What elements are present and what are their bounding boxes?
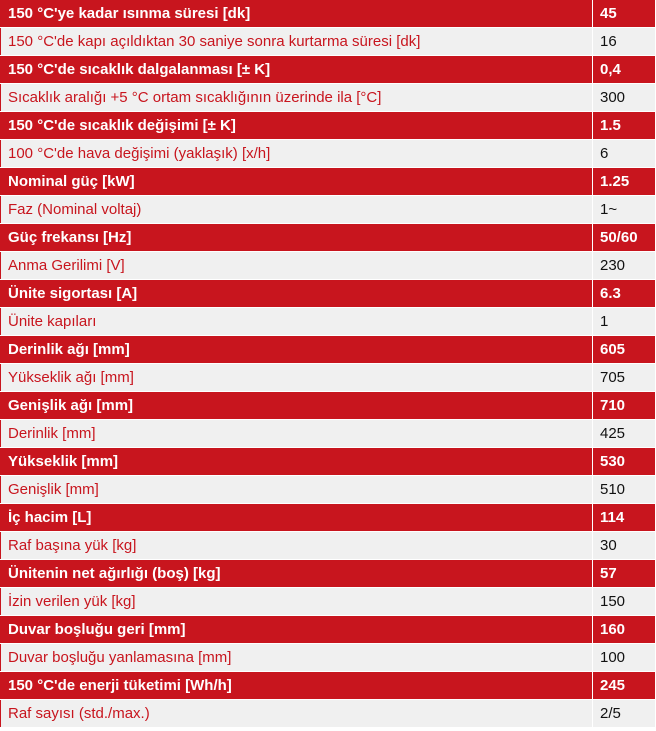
spec-value: 1.5: [592, 111, 656, 140]
spec-value: 300: [592, 83, 656, 112]
spec-value: 1: [592, 307, 656, 336]
spec-row-net-height: Yükseklik ağı [mm] 705: [0, 363, 656, 392]
spec-label: 150 °C'ye kadar ısınma süresi [dk]: [0, 0, 593, 28]
spec-row-wall-clearance-rear: Duvar boşluğu geri [mm] 160: [0, 615, 656, 644]
spec-row-warmup-time: 150 °C'ye kadar ısınma süresi [dk] 45: [0, 0, 656, 28]
spec-label: Anma Gerilimi [V]: [0, 251, 593, 280]
spec-row-wall-clearance-side: Duvar boşluğu yanlamasına [mm] 100: [0, 643, 656, 672]
spec-row-load-per-shelf: Raf başına yük [kg] 30: [0, 531, 656, 560]
spec-label: Duvar boşluğu geri [mm]: [0, 615, 593, 644]
spec-value: 6.3: [592, 279, 656, 308]
spec-value: 100: [592, 643, 656, 672]
spec-label: Raf sayısı (std./max.): [0, 699, 593, 728]
spec-value: 425: [592, 419, 656, 448]
spec-label: Faz (Nominal voltaj): [0, 195, 593, 224]
spec-label: Derinlik [mm]: [0, 419, 593, 448]
spec-value: 1.25: [592, 167, 656, 196]
spec-label: Genişlik ağı [mm]: [0, 391, 593, 420]
spec-row-nominal-power: Nominal güç [kW] 1.25: [0, 167, 656, 196]
spec-label: Derinlik ağı [mm]: [0, 335, 593, 364]
spec-row-energy-consumption: 150 °C'de enerji tüketimi [Wh/h] 245: [0, 671, 656, 700]
spec-row-net-width: Genişlik ağı [mm] 710: [0, 391, 656, 420]
spec-value: 150: [592, 587, 656, 616]
spec-value: 705: [592, 363, 656, 392]
spec-label: 150 °C'de kapı açıldıktan 30 saniye sonr…: [0, 27, 593, 56]
spec-row-net-weight: Ünitenin net ağırlığı (boş) [kg] 57: [0, 559, 656, 588]
spec-row-temperature-variation: 150 °C'de sıcaklık değişimi [± K] 1.5: [0, 111, 656, 140]
spec-label: 100 °C'de hava değişimi (yaklaşık) [x/h]: [0, 139, 593, 168]
spec-label: Yükseklik [mm]: [0, 447, 593, 476]
spec-label: Genişlik [mm]: [0, 475, 593, 504]
spec-row-air-exchange: 100 °C'de hava değişimi (yaklaşık) [x/h]…: [0, 139, 656, 168]
spec-label: Duvar boşluğu yanlamasına [mm]: [0, 643, 593, 672]
spec-row-rated-voltage: Anma Gerilimi [V] 230: [0, 251, 656, 280]
spec-row-depth: Derinlik [mm] 425: [0, 419, 656, 448]
spec-label: İç hacim [L]: [0, 503, 593, 532]
spec-row-unit-doors: Ünite kapıları 1: [0, 307, 656, 336]
spec-value: 114: [592, 503, 656, 532]
spec-label: İzin verilen yük [kg]: [0, 587, 593, 616]
spec-label: Ünitenin net ağırlığı (boş) [kg]: [0, 559, 593, 588]
spec-value: 605: [592, 335, 656, 364]
spec-label: 150 °C'de sıcaklık dalgalanması [± K]: [0, 55, 593, 84]
spec-row-temperature-range: Sıcaklık aralığı +5 °C ortam sıcaklığını…: [0, 83, 656, 112]
spec-row-width: Genişlik [mm] 510: [0, 475, 656, 504]
spec-row-power-frequency: Güç frekansı [Hz] 50/60: [0, 223, 656, 252]
spec-label: 150 °C'de sıcaklık değişimi [± K]: [0, 111, 593, 140]
spec-value: 160: [592, 615, 656, 644]
spec-value: 57: [592, 559, 656, 588]
spec-value: 245: [592, 671, 656, 700]
spec-label: Nominal güç [kW]: [0, 167, 593, 196]
spec-label: Yükseklik ağı [mm]: [0, 363, 593, 392]
spec-label: Ünite kapıları: [0, 307, 593, 336]
spec-row-internal-volume: İç hacim [L] 114: [0, 503, 656, 532]
spec-value: 2/5: [592, 699, 656, 728]
spec-row-shelf-count: Raf sayısı (std./max.) 2/5: [0, 699, 656, 728]
spec-row-unit-fuse: Ünite sigortası [A] 6.3: [0, 279, 656, 308]
spec-label: 150 °C'de enerji tüketimi [Wh/h]: [0, 671, 593, 700]
spec-label: Sıcaklık aralığı +5 °C ortam sıcaklığını…: [0, 83, 593, 112]
spec-row-height: Yükseklik [mm] 530: [0, 447, 656, 476]
spec-value: 510: [592, 475, 656, 504]
spec-row-permitted-load: İzin verilen yük [kg] 150: [0, 587, 656, 616]
spec-value: 710: [592, 391, 656, 420]
spec-row-recovery-time: 150 °C'de kapı açıldıktan 30 saniye sonr…: [0, 27, 656, 56]
spec-value: 16: [592, 27, 656, 56]
spec-value: 6: [592, 139, 656, 168]
spec-row-net-depth: Derinlik ağı [mm] 605: [0, 335, 656, 364]
spec-label: Güç frekansı [Hz]: [0, 223, 593, 252]
spec-value: 1~: [592, 195, 656, 224]
spec-value: 45: [592, 0, 656, 28]
spec-value: 230: [592, 251, 656, 280]
spec-value: 0,4: [592, 55, 656, 84]
spec-label: Ünite sigortası [A]: [0, 279, 593, 308]
spec-value: 50/60: [592, 223, 656, 252]
spec-row-phase: Faz (Nominal voltaj) 1~: [0, 195, 656, 224]
spec-row-temperature-fluctuation: 150 °C'de sıcaklık dalgalanması [± K] 0,…: [0, 55, 656, 84]
spec-value: 530: [592, 447, 656, 476]
spec-value: 30: [592, 531, 656, 560]
spec-label: Raf başına yük [kg]: [0, 531, 593, 560]
